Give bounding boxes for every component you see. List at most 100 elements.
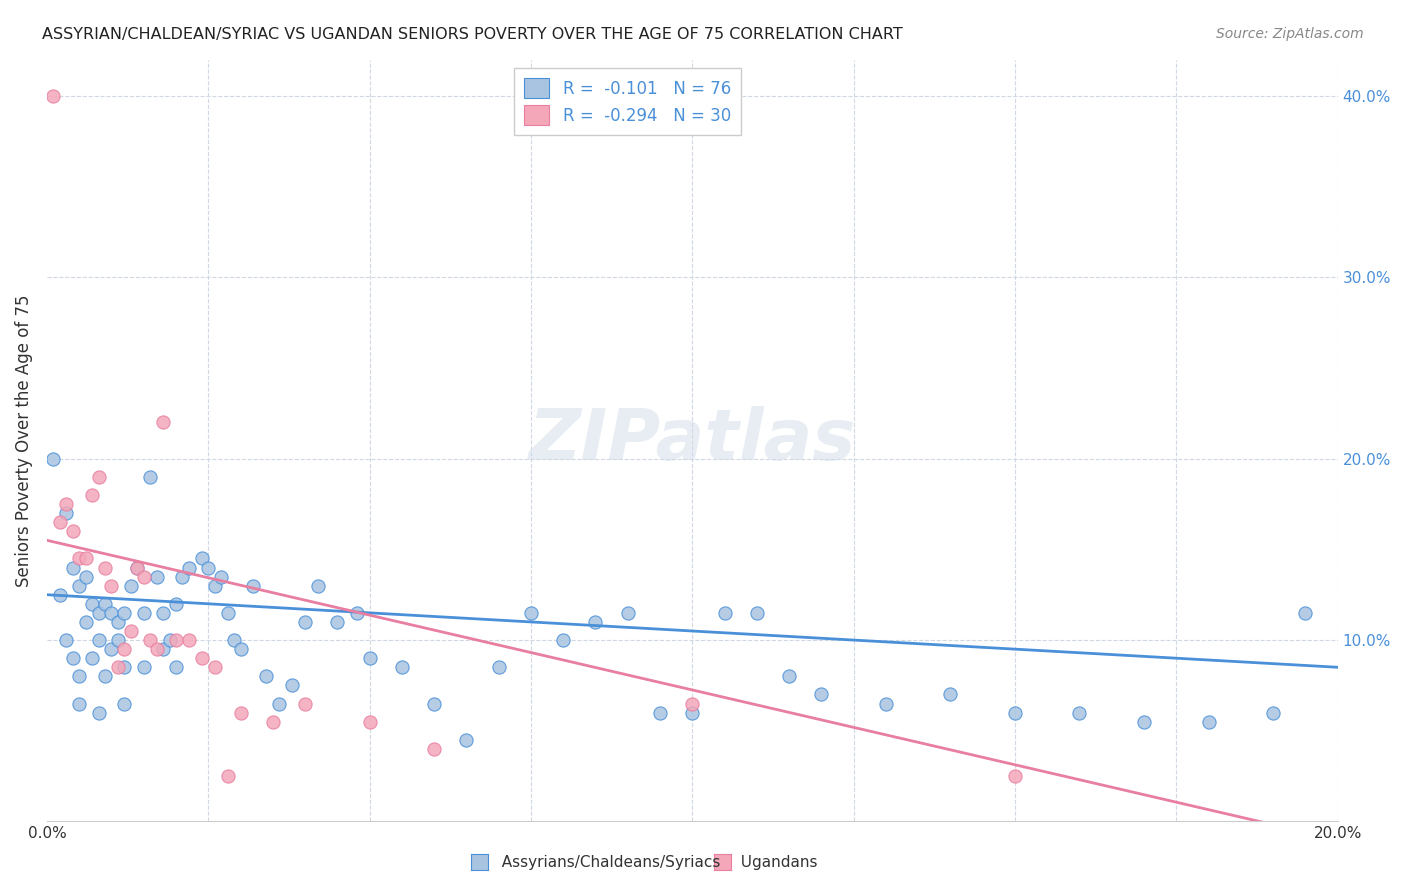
Point (520, 606, 543, 620)
Point (139, 470, 162, 484)
Point (269, 697, 291, 711)
Point (62, 560, 84, 574)
Text: ZIPatlas: ZIPatlas (529, 406, 856, 475)
Point (165, 597, 187, 611)
Point (254, 669, 277, 683)
Point (127, 560, 149, 574)
Point (294, 615, 316, 629)
Point (159, 633, 181, 648)
Point (177, 633, 200, 648)
Point (778, 669, 800, 683)
Point (100, 606, 122, 620)
Point (359, 651, 381, 665)
Point (939, 688, 962, 702)
Point (55, 497, 77, 511)
Point (217, 606, 239, 620)
Point (67, 551, 90, 566)
Point (242, 579, 264, 593)
Point (648, 706, 671, 720)
Point (1069, 706, 1091, 720)
Point (152, 416, 174, 430)
Point (75, 569, 97, 583)
Point (875, 697, 897, 711)
Point (165, 660, 187, 674)
Point (423, 742, 446, 756)
Point (80, 488, 103, 502)
Point (229, 706, 252, 720)
Point (281, 678, 304, 692)
Point (94, 669, 117, 683)
Point (94, 560, 117, 574)
Point (423, 697, 446, 711)
Point (262, 714, 284, 729)
Point (87, 606, 110, 620)
Point (1004, 769, 1026, 783)
Point (94, 597, 117, 611)
Point (1294, 606, 1316, 620)
Point (80, 597, 103, 611)
Point (127, 560, 149, 574)
Point (191, 551, 214, 566)
Point (107, 615, 129, 629)
Point (132, 660, 155, 674)
Point (55, 506, 77, 520)
Point (177, 560, 200, 574)
Point (132, 569, 155, 583)
Point (67, 579, 90, 593)
Point (145, 569, 167, 583)
Point (209, 569, 232, 583)
Point (585, 615, 607, 629)
Point (229, 642, 252, 657)
Point (112, 606, 135, 620)
Point (120, 624, 142, 638)
Point (49, 515, 72, 529)
Point (204, 579, 226, 593)
Point (67, 669, 90, 683)
Point (87, 706, 110, 720)
Point (42, 88, 65, 103)
Text: Source: ZipAtlas.com: Source: ZipAtlas.com (1216, 27, 1364, 41)
Point (488, 660, 510, 674)
Legend: R =  -0.101   N = 76, R =  -0.294   N = 30: R = -0.101 N = 76, R = -0.294 N = 30 (515, 68, 741, 136)
Point (1133, 714, 1156, 729)
Point (49, 588, 72, 602)
Point (553, 633, 575, 648)
Point (107, 633, 129, 648)
Point (681, 697, 703, 711)
Point (456, 732, 478, 747)
Point (307, 579, 329, 593)
Point (100, 642, 122, 657)
Point (112, 660, 135, 674)
Y-axis label: Seniors Poverty Over the Age of 75: Seniors Poverty Over the Age of 75 (15, 294, 32, 587)
Point (67, 697, 90, 711)
Point (172, 569, 194, 583)
Point (152, 642, 174, 657)
Point (294, 697, 316, 711)
Point (62, 651, 84, 665)
Point (87, 470, 110, 484)
Point (120, 579, 142, 593)
Point (222, 633, 245, 648)
Point (87, 633, 110, 648)
Point (112, 697, 135, 711)
Point (75, 551, 97, 566)
Point (217, 769, 239, 783)
Point (326, 615, 349, 629)
Point (1004, 706, 1026, 720)
Point (1198, 714, 1220, 729)
Point (1261, 706, 1284, 720)
Point (359, 714, 381, 729)
Point (204, 660, 226, 674)
Point (165, 633, 187, 648)
Point (713, 606, 735, 620)
Point (107, 660, 129, 674)
Point (139, 633, 162, 648)
Point (346, 606, 368, 620)
Point (42, 451, 65, 466)
Text: ASSYRIAN/CHALDEAN/SYRIAC VS UGANDAN SENIORS POVERTY OVER THE AGE OF 75 CORRELATI: ASSYRIAN/CHALDEAN/SYRIAC VS UGANDAN SENI… (42, 27, 903, 42)
Text: Assyrians/Chaldeans/Syriacs: Assyrians/Chaldeans/Syriacs (492, 855, 720, 870)
Text: Ugandans: Ugandans (731, 855, 818, 870)
Point (191, 651, 214, 665)
Point (616, 606, 638, 620)
Point (62, 524, 84, 539)
